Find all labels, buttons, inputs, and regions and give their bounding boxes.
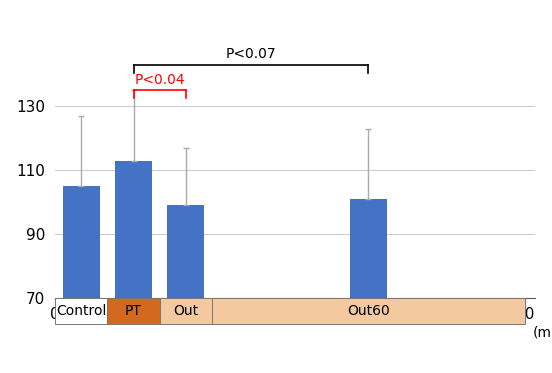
Bar	[108, 298, 160, 324]
Text: Control: Control	[56, 304, 107, 318]
Bar	[55, 298, 108, 324]
Bar	[212, 298, 525, 324]
Text: Out60: Out60	[347, 304, 390, 318]
Bar	[350, 199, 386, 298]
Text: (min): (min)	[533, 326, 552, 340]
Bar	[167, 206, 204, 298]
Bar	[115, 161, 152, 298]
Bar	[63, 186, 99, 298]
Text: Out: Out	[173, 304, 198, 318]
Text: PT: PT	[125, 304, 142, 318]
Bar	[160, 298, 212, 324]
Text: P<0.04: P<0.04	[134, 73, 185, 87]
Text: P<0.07: P<0.07	[226, 47, 276, 61]
